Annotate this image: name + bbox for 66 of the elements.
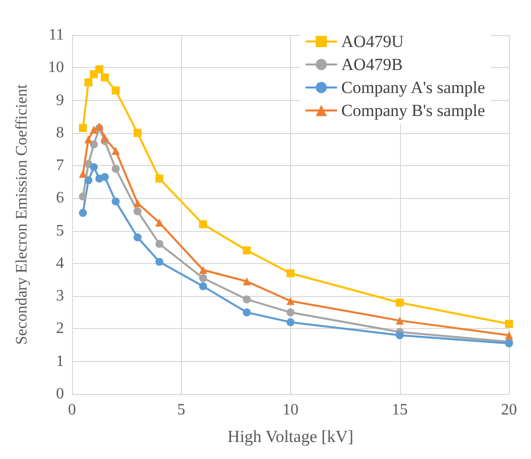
x-tick-label: 0 (68, 402, 76, 418)
point (78, 124, 87, 132)
y-tick-label: 7 (56, 157, 64, 174)
y-tick-label: 5 (56, 222, 64, 240)
point (286, 318, 294, 326)
legend-label: Company A's sample (341, 78, 486, 97)
point (95, 65, 104, 74)
point (134, 199, 142, 208)
point (78, 170, 87, 178)
point (134, 128, 142, 137)
y-tick-label: 11 (48, 26, 64, 44)
point (505, 320, 513, 328)
point (100, 172, 109, 181)
point (199, 274, 208, 282)
x-axis-title: High Voltage [kV] (228, 427, 354, 446)
point (155, 218, 164, 227)
legend-label: Company B's sample (341, 101, 486, 120)
point (155, 258, 164, 266)
point (155, 240, 164, 248)
point (84, 78, 92, 86)
point (90, 140, 98, 148)
point (78, 208, 87, 217)
y-tick-label: 10 (48, 59, 64, 76)
point (286, 269, 294, 278)
point (78, 192, 87, 201)
point (84, 135, 92, 144)
point (242, 295, 251, 304)
point (396, 331, 404, 340)
point (90, 163, 98, 172)
point (100, 134, 109, 142)
point (396, 316, 404, 325)
point (199, 220, 208, 228)
point (242, 246, 251, 254)
x-tick-label: 15 (392, 402, 408, 418)
point (84, 176, 92, 184)
point (286, 308, 294, 316)
point (112, 146, 120, 155)
y-tick-label: 8 (56, 124, 64, 142)
y-tick-label: 6 (56, 190, 64, 207)
y-tick-label: 9 (56, 92, 64, 109)
legend-label: AO479B (341, 55, 403, 74)
point (112, 164, 120, 173)
point (242, 277, 251, 286)
y-axis-title: Secondary Elecron Emission Coefficient (14, 84, 30, 345)
point (90, 126, 98, 134)
point (242, 308, 251, 316)
point (199, 266, 208, 274)
point (505, 331, 513, 340)
point (286, 296, 294, 305)
point (396, 298, 404, 307)
y-tick-label: 3 (56, 288, 64, 305)
legend-label: AO479U (341, 32, 404, 51)
point (100, 73, 109, 82)
point (155, 174, 164, 183)
x-tick-label: 10 (282, 402, 298, 418)
x-tick-label: 20 (501, 402, 517, 418)
point (134, 207, 142, 216)
point (112, 197, 120, 206)
x-tick-label: 5 (177, 402, 186, 418)
point (134, 233, 142, 242)
y-tick-label: 1 (56, 352, 64, 370)
y-tick-label: 2 (56, 320, 64, 338)
y-tick-label: 4 (56, 254, 64, 272)
y-tick-label: 0 (56, 386, 64, 402)
point (112, 86, 120, 94)
point (199, 282, 208, 290)
